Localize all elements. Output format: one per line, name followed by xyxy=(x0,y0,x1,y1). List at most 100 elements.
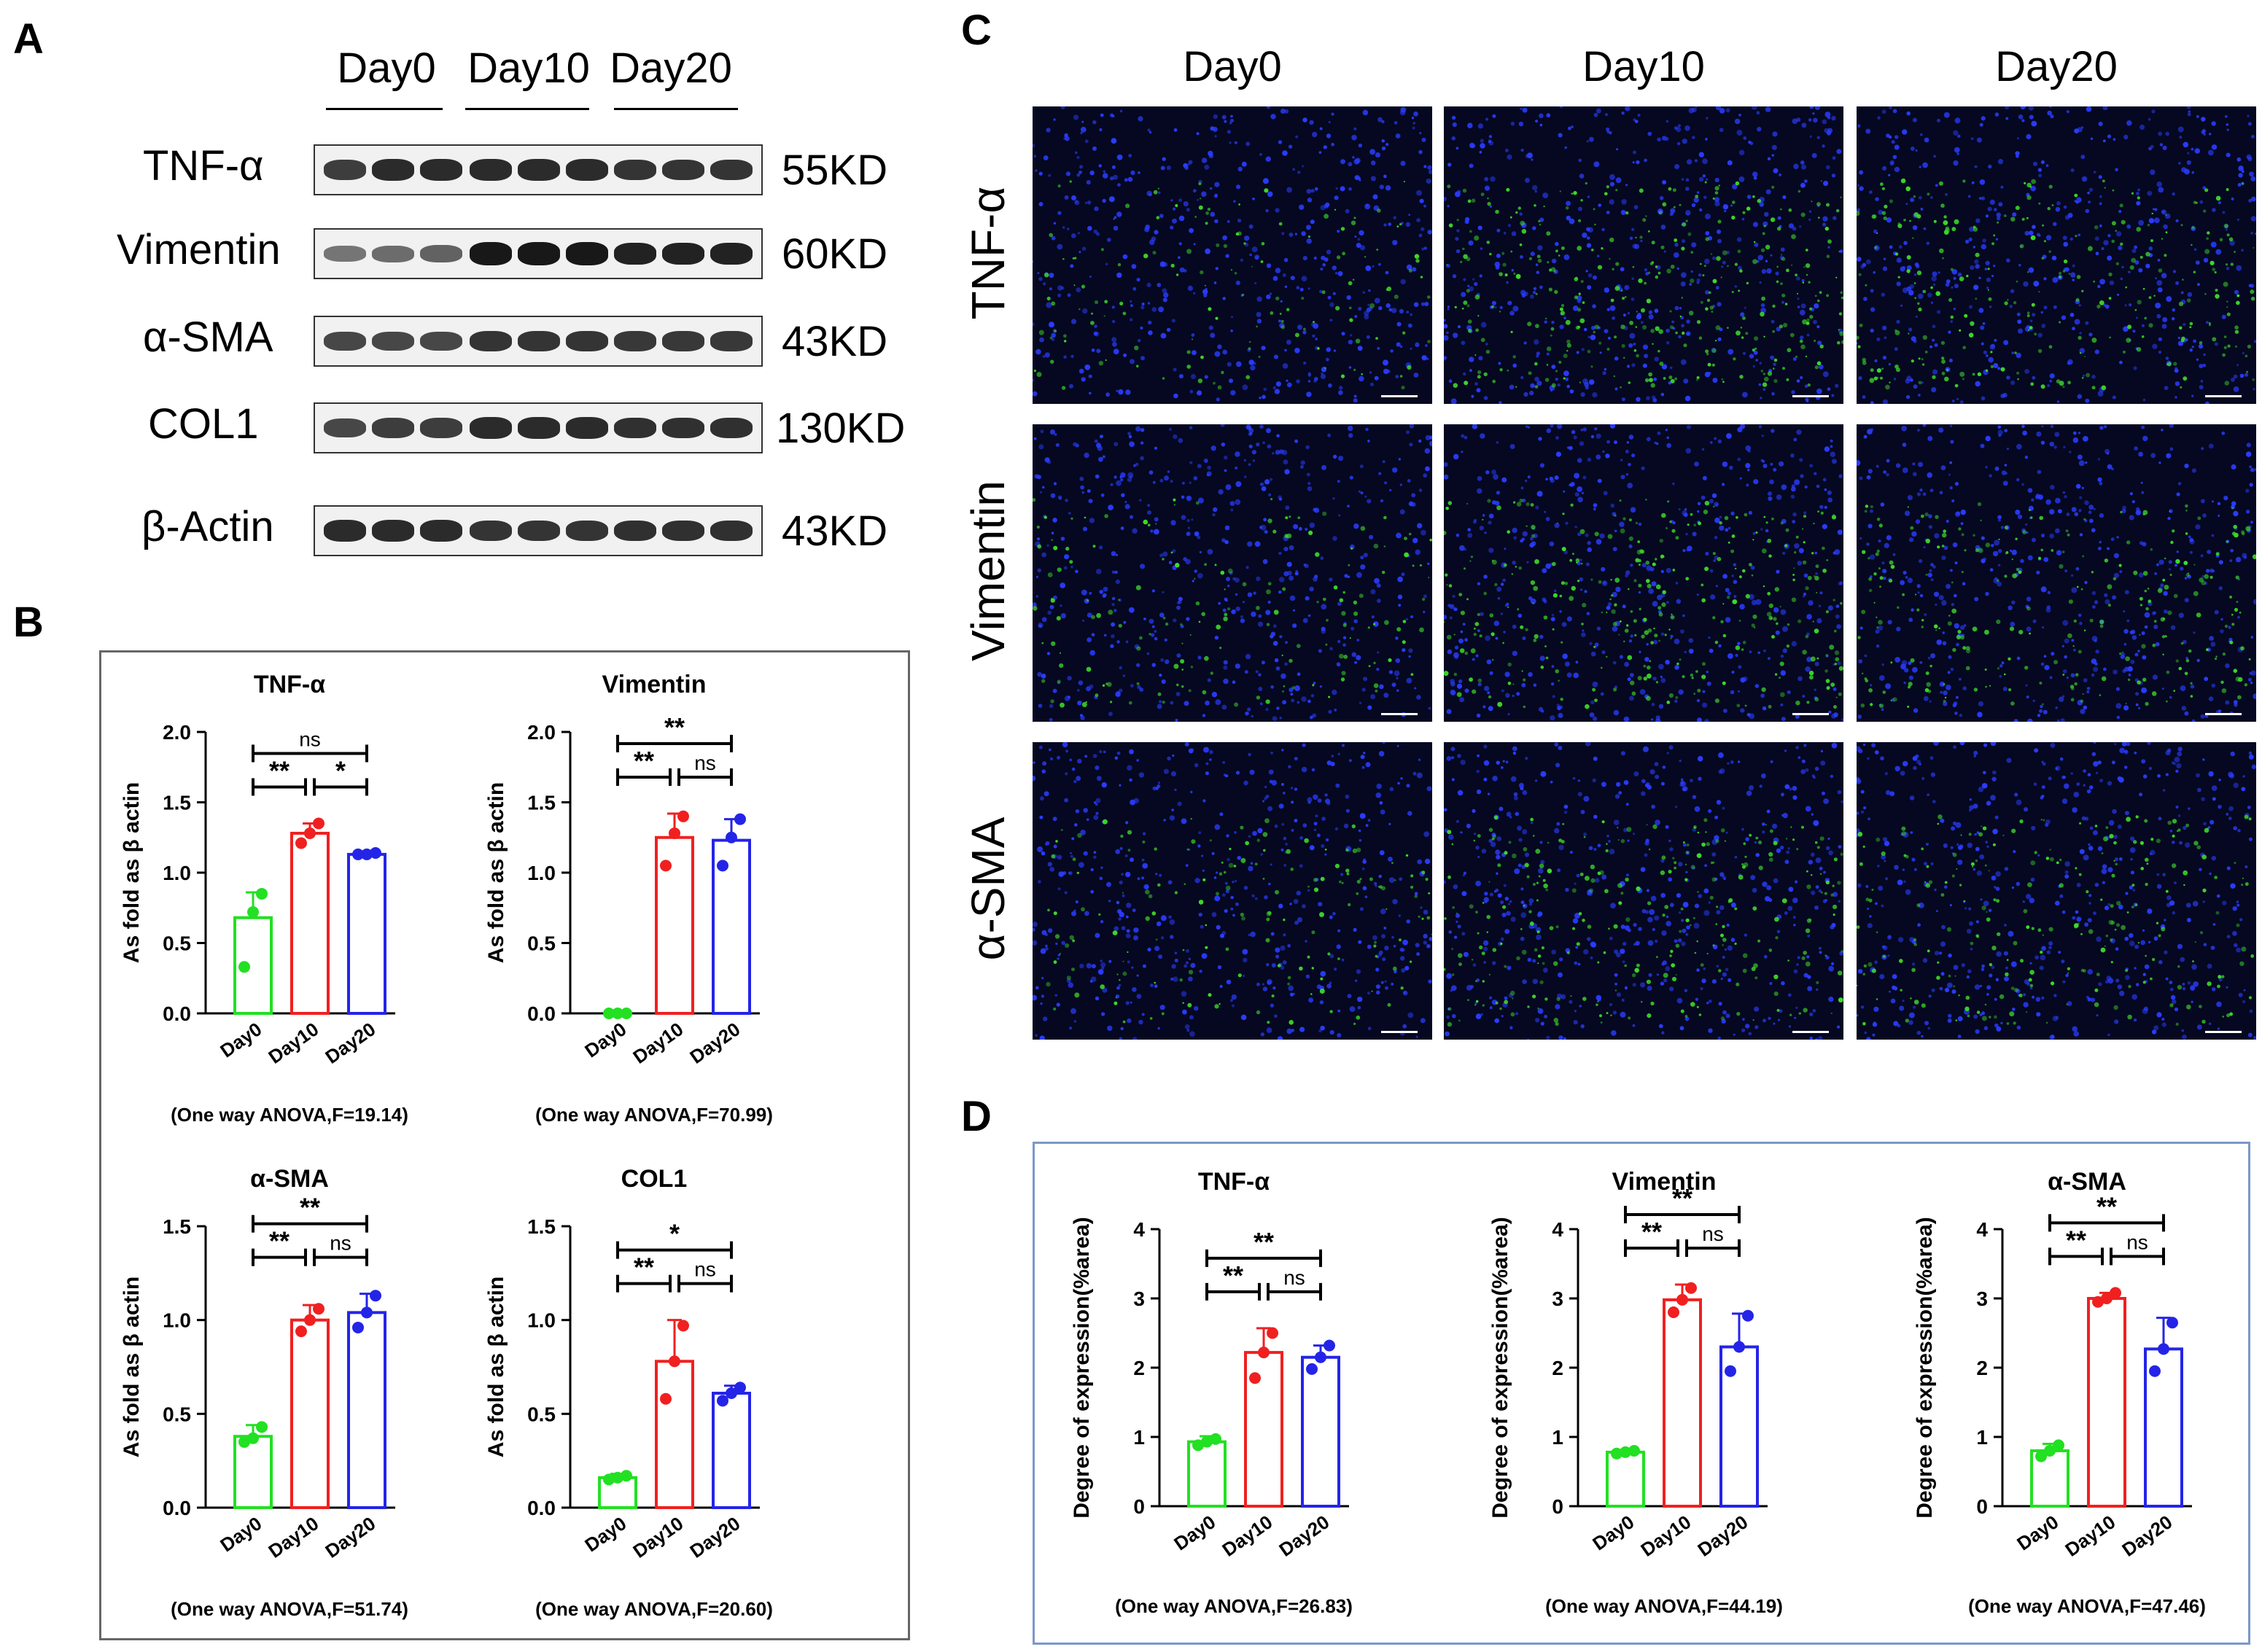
significance-label: * xyxy=(335,755,346,785)
blot-band xyxy=(372,245,414,262)
bar xyxy=(1301,1355,1340,1508)
blot-band xyxy=(614,520,656,542)
data-point xyxy=(1725,1365,1736,1377)
chart-title: Vimentin xyxy=(602,671,707,698)
x-tick-label: Day20 xyxy=(2118,1511,2176,1561)
micrograph-image xyxy=(1857,742,2256,1040)
y-axis-label: As fold as β actin xyxy=(120,1277,144,1457)
blot-band xyxy=(710,330,753,351)
micrograph-image xyxy=(1444,424,1843,722)
significance-label: ns xyxy=(1702,1223,1724,1245)
micrograph-image xyxy=(1857,424,2256,722)
x-tick-label: Day20 xyxy=(685,1512,744,1562)
data-point xyxy=(603,1008,615,1019)
blot-size-label: 130KD xyxy=(776,405,906,452)
data-point xyxy=(304,1314,316,1326)
x-tick-label: Day10 xyxy=(629,1018,687,1068)
anova-footer: (One way ANOVA,F=51.74) xyxy=(171,1598,408,1620)
data-point xyxy=(1192,1439,1204,1452)
blot-band xyxy=(324,520,366,542)
data-point xyxy=(1676,1293,1688,1306)
panel-d-frame xyxy=(1033,1142,2250,1645)
y-tick-label: 2 xyxy=(1133,1357,1145,1379)
significance-label: ** xyxy=(634,1252,654,1282)
data-point xyxy=(2044,1445,2056,1457)
data-point xyxy=(660,860,672,872)
blot-row-label: α-SMA xyxy=(143,313,273,361)
blot-band xyxy=(518,242,560,265)
bar xyxy=(290,1318,330,1509)
bar xyxy=(347,1311,386,1509)
blot-day-header: Day20 xyxy=(610,44,732,92)
data-point xyxy=(669,1355,680,1368)
significance-label: ** xyxy=(1641,1217,1662,1247)
data-point xyxy=(1249,1372,1261,1384)
blot-size-label: 43KD xyxy=(782,507,888,555)
y-tick-label: 3 xyxy=(1552,1287,1563,1310)
blot-band xyxy=(566,242,608,265)
y-tick-label: 4 xyxy=(1133,1218,1145,1241)
bar xyxy=(1663,1298,1702,1508)
data-point xyxy=(621,1008,632,1019)
blot-band xyxy=(518,330,560,352)
y-tick-label: 0.5 xyxy=(527,932,556,955)
micrograph-image xyxy=(1033,106,1432,404)
blot-band xyxy=(662,159,704,181)
panel-label-d: D xyxy=(961,1093,992,1140)
blot-day-underline xyxy=(614,108,738,110)
data-point xyxy=(1315,1351,1326,1363)
significance-label: ** xyxy=(269,1226,289,1256)
micrograph-image xyxy=(1857,106,2256,404)
x-tick-label: Day20 xyxy=(321,1512,379,1562)
y-tick-label: 1.5 xyxy=(527,1215,556,1238)
significance-label: ** xyxy=(1672,1183,1692,1213)
data-point xyxy=(361,1306,373,1319)
anova-footer: (One way ANOVA,F=26.83) xyxy=(1115,1595,1353,1617)
data-point xyxy=(2158,1343,2169,1355)
data-point xyxy=(2053,1439,2064,1452)
data-point xyxy=(352,1321,364,1333)
blot-band xyxy=(518,417,560,439)
panel-b-frame xyxy=(99,650,910,1640)
data-point xyxy=(1611,1447,1622,1460)
x-tick-label: Day10 xyxy=(264,1018,322,1068)
data-point xyxy=(734,1382,746,1394)
micrograph-image xyxy=(1033,742,1432,1040)
anova-footer: (One way ANOVA,F=47.46) xyxy=(1968,1595,2206,1617)
y-axis-label: As fold as β actin xyxy=(484,1277,508,1457)
bar xyxy=(712,1392,751,1509)
blot-band xyxy=(518,159,560,181)
data-point xyxy=(295,837,307,849)
data-point xyxy=(1668,1306,1679,1318)
data-point xyxy=(1258,1347,1270,1359)
blot-band xyxy=(372,520,414,542)
micrograph-image xyxy=(1444,742,1843,1040)
blot-band xyxy=(420,245,462,262)
bar xyxy=(290,831,330,1015)
x-tick-label: Day0 xyxy=(1588,1511,1638,1554)
significance-label: ns xyxy=(2126,1231,2148,1253)
data-point xyxy=(2101,1293,2113,1304)
blot-size-label: 60KD xyxy=(782,230,888,278)
chart-6: α-SMA Degree of expression(%area) 0 1 2 3 4 Day… xyxy=(1913,1168,2206,1617)
data-point xyxy=(304,827,316,839)
x-tick-label: Day10 xyxy=(264,1512,322,1562)
significance-label: ** xyxy=(1254,1227,1274,1257)
blot-row-label: Vimentin xyxy=(117,226,281,273)
y-tick-label: 0.0 xyxy=(163,1497,191,1519)
anova-footer: (One way ANOVA,F=19.14) xyxy=(171,1104,408,1126)
blot-band xyxy=(566,159,608,181)
data-point xyxy=(677,1320,689,1332)
y-tick-label: 0.5 xyxy=(163,932,191,955)
data-point xyxy=(247,906,259,919)
y-tick-label: 0.5 xyxy=(527,1403,556,1425)
bar xyxy=(347,852,386,1016)
chart-5: Vimentin Degree of expression(%area) 0 1 2 3 4… xyxy=(1488,1168,1783,1617)
x-tick-label: Day0 xyxy=(216,1018,265,1061)
bar xyxy=(655,1360,694,1510)
y-axis-label: Degree of expression(%area) xyxy=(1913,1217,1937,1519)
x-tick-label: Day0 xyxy=(580,1018,630,1061)
data-point xyxy=(256,887,268,900)
y-tick-label: 1.0 xyxy=(163,862,191,884)
